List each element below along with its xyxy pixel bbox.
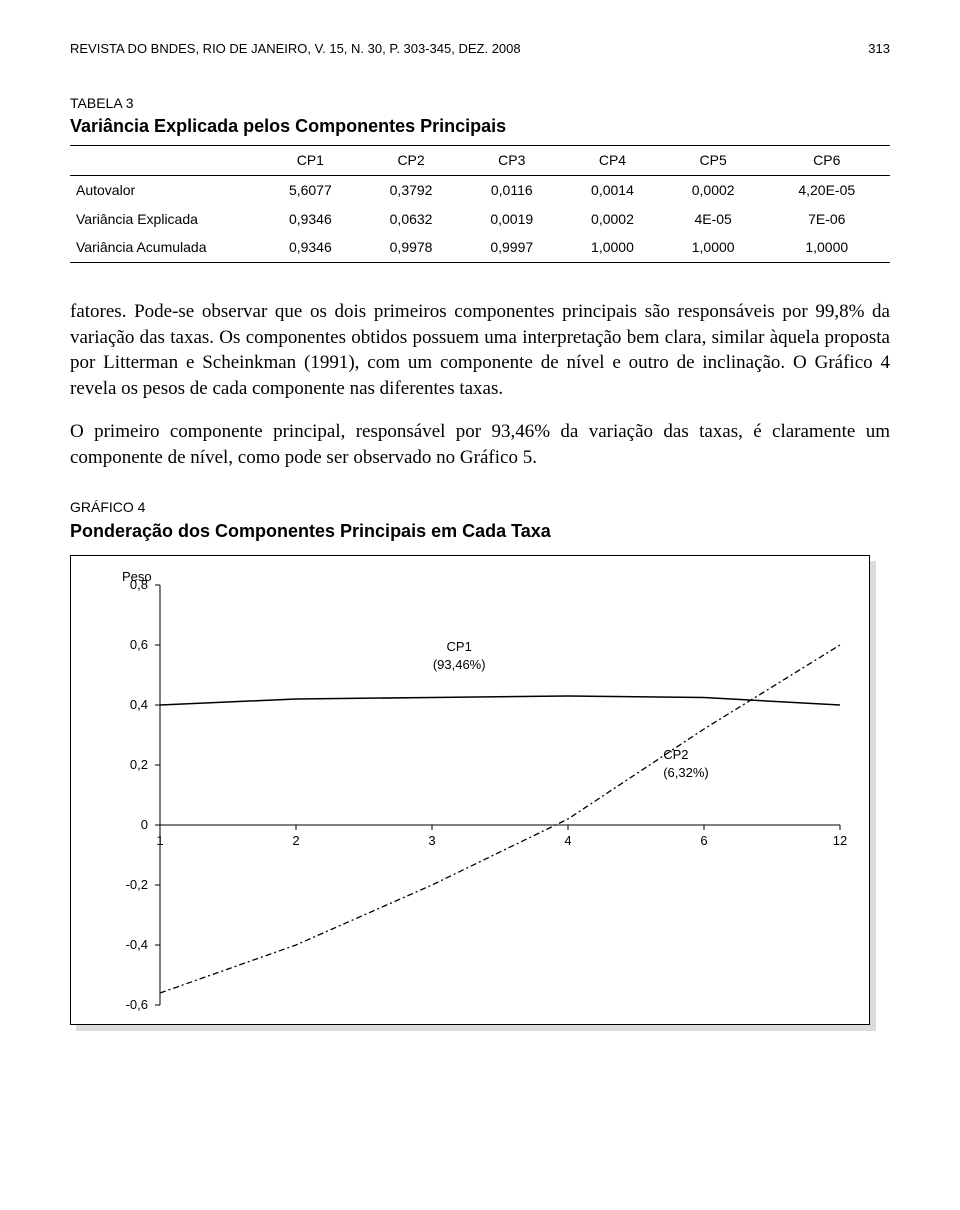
cell: 0,9978: [361, 233, 462, 262]
svg-text:0,4: 0,4: [130, 697, 148, 712]
cell: 0,0116: [461, 175, 562, 204]
col-cp3: CP3: [461, 145, 562, 175]
svg-text:6: 6: [700, 833, 707, 848]
cell: 0,3792: [361, 175, 462, 204]
table-header-row: CP1 CP2 CP3 CP4 CP5 CP6: [70, 145, 890, 175]
table-caption: TABELA 3: [70, 94, 890, 113]
cell: 0,9997: [461, 233, 562, 262]
cell: 0,0002: [562, 205, 663, 234]
col-cp2: CP2: [361, 145, 462, 175]
paragraph-2: O primeiro componente principal, respons…: [70, 419, 890, 470]
header-left: REVISTA DO BNDES, RIO DE JANEIRO, V. 15,…: [70, 40, 521, 58]
svg-text:3: 3: [428, 833, 435, 848]
svg-text:CP1: CP1: [447, 639, 472, 654]
svg-text:Peso: Peso: [122, 569, 152, 584]
svg-text:-0,6: -0,6: [126, 997, 148, 1012]
col-cp1: CP1: [260, 145, 361, 175]
chart-container: 0,80,60,40,20-0,2-0,4-0,61234612PesoMatu…: [70, 555, 870, 1025]
cell: 0,9346: [260, 205, 361, 234]
cell: Variância Explicada: [70, 205, 260, 234]
cell: 1,0000: [663, 233, 764, 262]
svg-text:-0,2: -0,2: [126, 877, 148, 892]
table-row: Autovalor 5,6077 0,3792 0,0116 0,0014 0,…: [70, 175, 890, 204]
variance-table: CP1 CP2 CP3 CP4 CP5 CP6 Autovalor 5,6077…: [70, 145, 890, 264]
page-header: REVISTA DO BNDES, RIO DE JANEIRO, V. 15,…: [70, 40, 890, 58]
cell: 5,6077: [260, 175, 361, 204]
paragraph-1: fatores. Pode-se observar que os dois pr…: [70, 299, 890, 401]
svg-text:4: 4: [564, 833, 571, 848]
chart-svg: 0,80,60,40,20-0,2-0,4-0,61234612PesoMatu…: [70, 555, 870, 1025]
table-row: Variância Acumulada 0,9346 0,9978 0,9997…: [70, 233, 890, 262]
col-cp5: CP5: [663, 145, 764, 175]
svg-text:0,2: 0,2: [130, 757, 148, 772]
col-blank: [70, 145, 260, 175]
cell: 0,0019: [461, 205, 562, 234]
cell: 0,0632: [361, 205, 462, 234]
svg-text:12: 12: [833, 833, 847, 848]
svg-text:-0,4: -0,4: [126, 937, 148, 952]
cell: 0,9346: [260, 233, 361, 262]
col-cp6: CP6: [764, 145, 890, 175]
page-number: 313: [868, 40, 890, 58]
cell: 1,0000: [562, 233, 663, 262]
svg-text:1: 1: [156, 833, 163, 848]
svg-text:(6,32%): (6,32%): [663, 765, 709, 780]
cell: Autovalor: [70, 175, 260, 204]
svg-text:2: 2: [292, 833, 299, 848]
cell: 4,20E-05: [764, 175, 890, 204]
cell: 0,0002: [663, 175, 764, 204]
table-title: Variância Explicada pelos Componentes Pr…: [70, 114, 890, 138]
svg-text:0: 0: [141, 817, 148, 832]
cell: 0,0014: [562, 175, 663, 204]
chart-caption: GRÁFICO 4: [70, 498, 890, 517]
col-cp4: CP4: [562, 145, 663, 175]
cell: Variância Acumulada: [70, 233, 260, 262]
svg-text:0,6: 0,6: [130, 637, 148, 652]
cell: 1,0000: [764, 233, 890, 262]
chart-title: Ponderação dos Componentes Principais em…: [70, 519, 890, 543]
svg-text:(93,46%): (93,46%): [433, 657, 486, 672]
svg-text:CP2: CP2: [663, 747, 688, 762]
cell: 4E-05: [663, 205, 764, 234]
table-row: Variância Explicada 0,9346 0,0632 0,0019…: [70, 205, 890, 234]
cell: 7E-06: [764, 205, 890, 234]
